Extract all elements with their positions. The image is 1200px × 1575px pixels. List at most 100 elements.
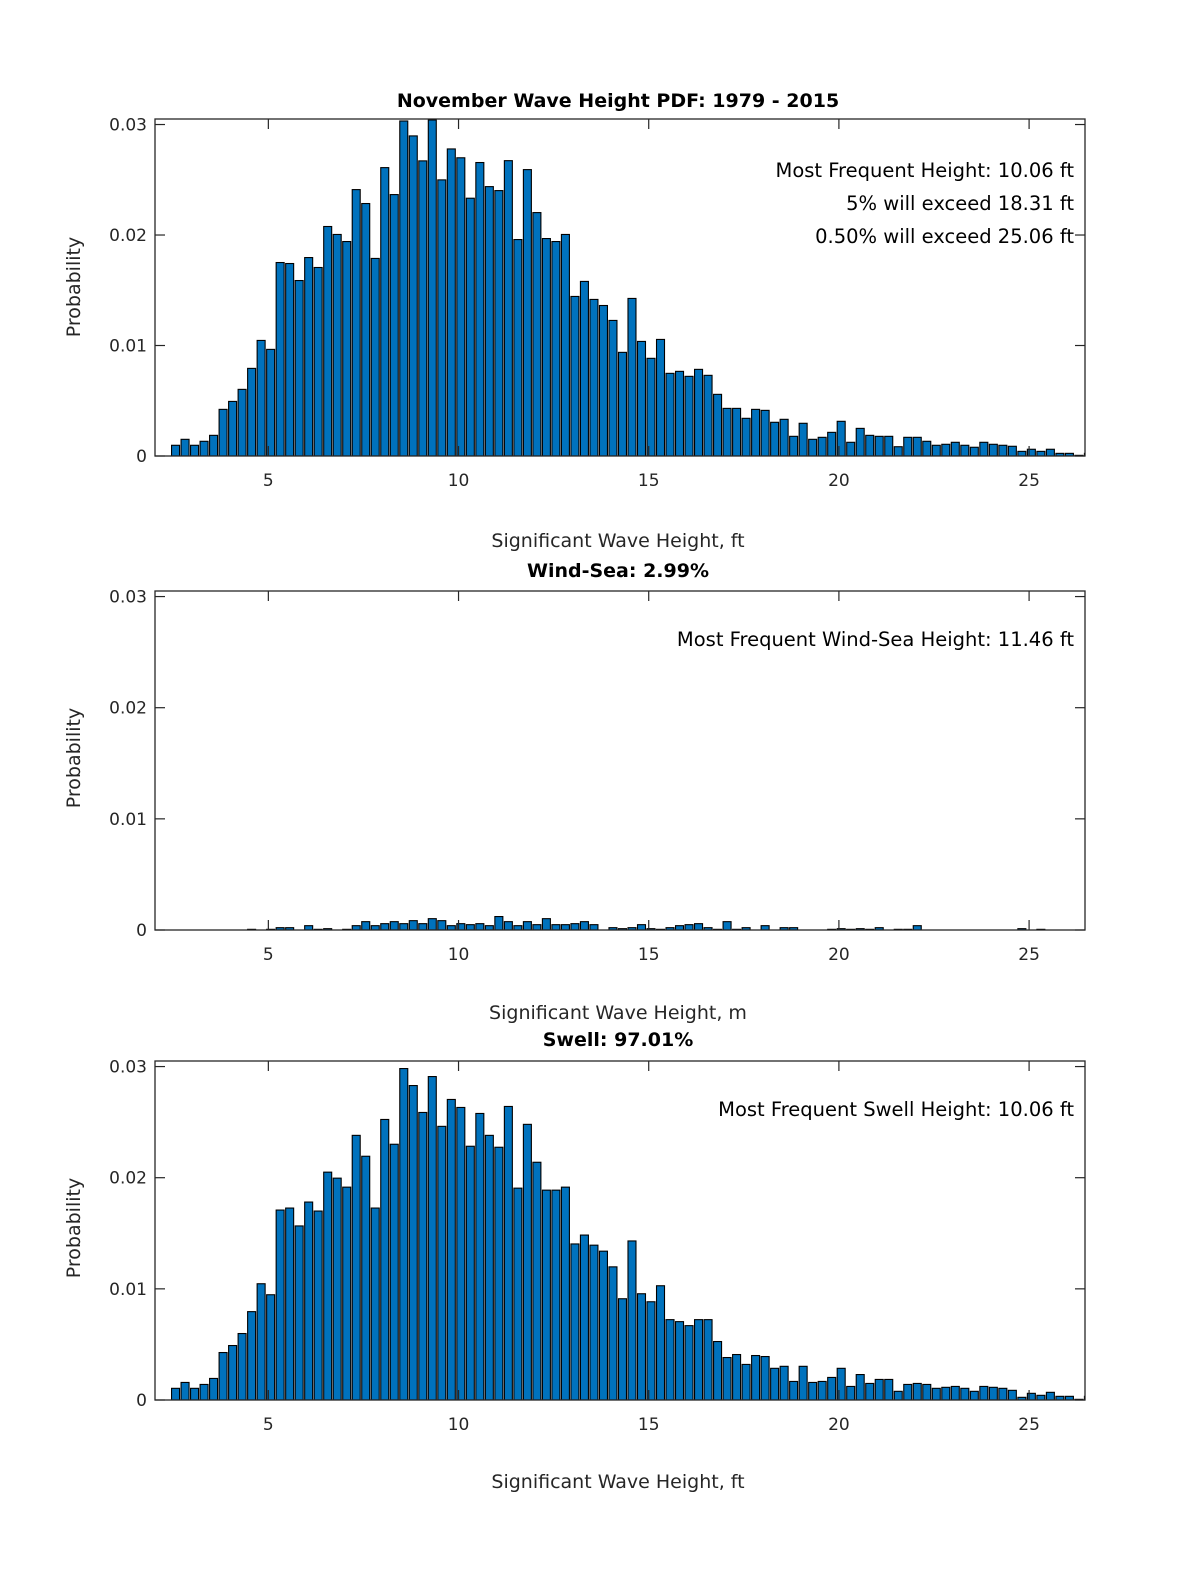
bar xyxy=(598,304,609,456)
bar xyxy=(855,427,865,456)
bar xyxy=(1064,452,1074,456)
bar xyxy=(389,1143,399,1400)
bar xyxy=(380,1118,390,1400)
bar xyxy=(551,240,561,456)
bar xyxy=(304,1201,314,1400)
bar xyxy=(456,1106,466,1400)
bar xyxy=(570,295,580,456)
bar xyxy=(541,1189,551,1400)
bar xyxy=(646,357,656,456)
bar xyxy=(751,1354,761,1400)
bar xyxy=(760,1355,770,1400)
bar xyxy=(209,434,219,456)
bar xyxy=(674,370,685,456)
chart-title: Swell: 97.01% xyxy=(543,1029,694,1051)
bar xyxy=(979,441,989,456)
bar xyxy=(427,119,437,456)
bar xyxy=(437,1125,447,1400)
bar xyxy=(465,197,475,456)
bar xyxy=(247,367,257,456)
axis-ticks: 5 10 15 20 25 0 0.01 0.02 0.03 xyxy=(109,116,1085,491)
bar xyxy=(218,408,228,456)
bar xyxy=(684,1325,694,1400)
bar xyxy=(361,202,371,456)
bar xyxy=(342,1186,352,1400)
bar xyxy=(1007,445,1017,456)
bar xyxy=(703,1319,713,1400)
bar xyxy=(541,238,551,456)
bar xyxy=(399,923,409,930)
bar xyxy=(579,921,589,930)
bar xyxy=(589,1244,599,1400)
bar xyxy=(304,257,314,456)
bar xyxy=(456,157,466,456)
bar xyxy=(874,1378,884,1400)
bar xyxy=(693,368,704,456)
bar xyxy=(779,1365,789,1400)
bar xyxy=(770,421,780,456)
panel-swell: Swell: 97.01% 5 10 15 20 25 0 0.01 0.02 0.03 Pro… xyxy=(63,1029,1086,1493)
bar xyxy=(171,444,181,456)
bar xyxy=(636,924,647,930)
bar xyxy=(722,407,732,456)
bar xyxy=(513,239,523,456)
bar xyxy=(399,1068,409,1400)
bar xyxy=(294,1225,304,1400)
bar-series xyxy=(171,119,1085,456)
annotation-most-frequent: Most Frequent Height: 10.06 ft xyxy=(776,159,1075,182)
bar xyxy=(684,375,694,456)
bar xyxy=(237,1332,247,1400)
bar xyxy=(732,1353,742,1400)
bar xyxy=(389,194,399,456)
bar xyxy=(969,1390,979,1400)
bar xyxy=(256,1283,266,1400)
panel-wind-sea: Wind-Sea: 2.99% 5 10 15 20 25 0 0.01 0.02 0.03 P… xyxy=(63,560,1086,1024)
bar xyxy=(427,918,437,930)
bar xyxy=(636,1293,647,1400)
x-tick-label: 5 xyxy=(263,471,274,491)
bar xyxy=(171,1387,181,1400)
bar xyxy=(608,1266,618,1400)
bar xyxy=(180,1381,190,1400)
bar xyxy=(979,1385,989,1400)
bar xyxy=(437,179,447,456)
axis-ticks: 5 10 15 20 25 0 0.01 0.02 0.03 xyxy=(109,588,1085,965)
bar xyxy=(693,923,704,930)
bar xyxy=(199,440,209,456)
bar xyxy=(988,1386,998,1400)
bar xyxy=(532,1161,542,1400)
bar xyxy=(865,434,875,456)
bar xyxy=(817,436,827,456)
bar xyxy=(522,921,532,930)
bar xyxy=(827,431,837,456)
x-tick-label: 5 xyxy=(263,945,274,965)
bar xyxy=(541,918,551,930)
x-axis-label: Significant Wave Height, ft xyxy=(491,1471,744,1493)
bar xyxy=(503,160,513,456)
bar xyxy=(922,1383,932,1400)
bar xyxy=(361,921,371,930)
bar xyxy=(798,1365,808,1400)
annotation-0-5pct-exceed: 0.50% will exceed 25.06 ft xyxy=(815,225,1074,248)
bar xyxy=(1036,1394,1046,1400)
x-tick-label: 15 xyxy=(638,471,660,491)
x-tick-label: 20 xyxy=(828,1415,850,1435)
bar xyxy=(893,446,903,456)
bar xyxy=(893,1390,903,1400)
bar xyxy=(503,1105,513,1400)
bar xyxy=(789,435,799,456)
annotation-most-frequent: Most Frequent Wind-Sea Height: 11.46 ft xyxy=(677,628,1074,651)
bar xyxy=(570,1243,580,1400)
bar xyxy=(408,1085,418,1400)
bar xyxy=(532,212,542,456)
bar xyxy=(313,266,323,456)
bar xyxy=(560,1186,570,1400)
bar xyxy=(408,920,418,930)
bar xyxy=(190,444,200,456)
bar xyxy=(950,1385,960,1400)
bar-series xyxy=(247,915,1046,930)
bar xyxy=(551,1189,561,1400)
bar xyxy=(209,1377,219,1400)
axis-ticks: 5 10 15 20 25 0 0.01 0.02 0.03 xyxy=(109,1058,1085,1435)
bar xyxy=(560,233,570,456)
